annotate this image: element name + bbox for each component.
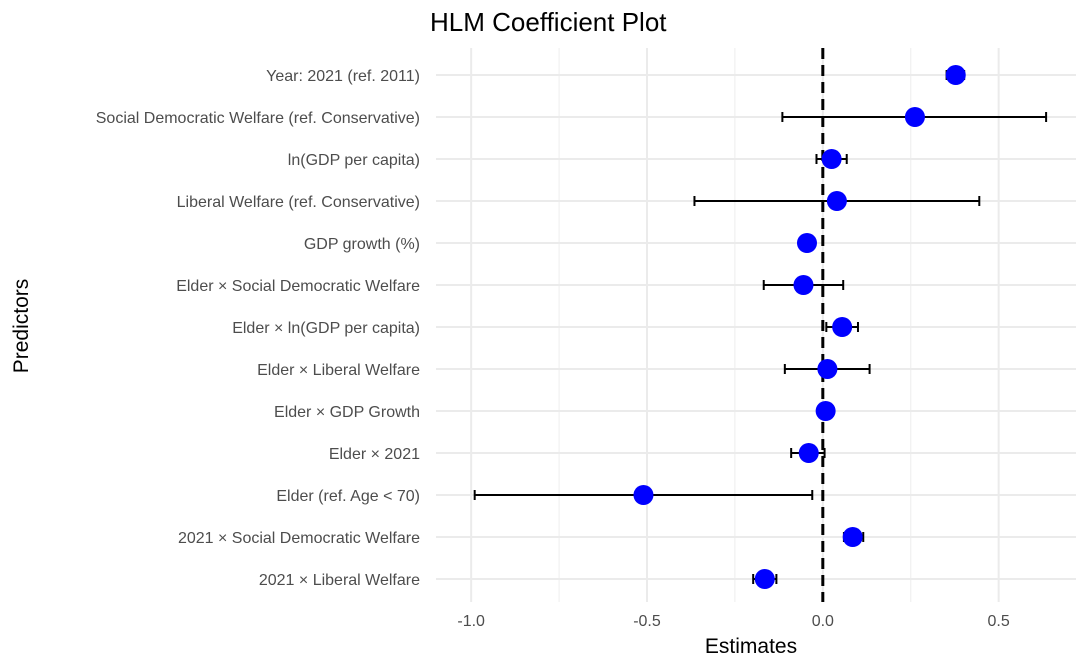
x-axis-title: Estimates xyxy=(705,635,797,658)
y-tick-label: Elder × ln(GDP per capita) xyxy=(232,320,420,337)
chart-title: HLM Coefficient Plot xyxy=(430,7,667,37)
y-tick-label: Liberal Welfare (ref. Conservative) xyxy=(177,194,420,211)
y-tick-label: Social Democratic Welfare (ref. Conserva… xyxy=(96,110,420,127)
coefficient-point xyxy=(904,107,925,127)
y-tick-label: Elder × Social Democratic Welfare xyxy=(176,278,420,295)
point-layer xyxy=(633,65,966,589)
y-tick-label: 2021 × Social Democratic Welfare xyxy=(178,530,420,547)
coefficient-point xyxy=(798,443,819,463)
coefficient-point xyxy=(945,65,966,85)
coefficient-point xyxy=(633,485,654,505)
x-tick-label: 0.0 xyxy=(812,613,834,630)
coefficient-point xyxy=(793,275,814,295)
y-tick-label: ln(GDP per capita) xyxy=(288,152,420,169)
coefficient-point xyxy=(817,359,838,379)
grid-layer xyxy=(436,48,1076,602)
y-tick-label: Elder × 2021 xyxy=(329,446,420,463)
coefficient-point xyxy=(826,191,847,211)
coefficient-point xyxy=(796,233,817,253)
x-tick-label: 0.5 xyxy=(988,613,1010,630)
y-tick-label: Year: 2021 (ref. 2011) xyxy=(266,68,420,85)
coefficient-point xyxy=(821,149,842,169)
y-tick-label: Elder × Liberal Welfare xyxy=(257,362,420,379)
x-tick-labels: -1.0 -0.5 0.0 0.5 xyxy=(457,613,1009,630)
y-tick-label: Elder × GDP Growth xyxy=(274,404,420,421)
x-tick-label: -1.0 xyxy=(457,613,485,630)
y-tick-label: GDP growth (%) xyxy=(304,236,420,253)
y-tick-label: Elder (ref. Age < 70) xyxy=(276,488,420,505)
coefficient-point xyxy=(754,569,775,589)
x-tick-label: -0.5 xyxy=(633,613,661,630)
y-axis-title: Predictors xyxy=(10,279,33,374)
coefficient-point xyxy=(832,317,853,337)
coefficient-point xyxy=(815,401,836,421)
y-tick-label: 2021 × Liberal Welfare xyxy=(259,572,420,589)
y-tick-labels: Year: 2021 (ref. 2011) Social Democratic … xyxy=(96,68,420,589)
coefficient-point xyxy=(842,527,863,547)
